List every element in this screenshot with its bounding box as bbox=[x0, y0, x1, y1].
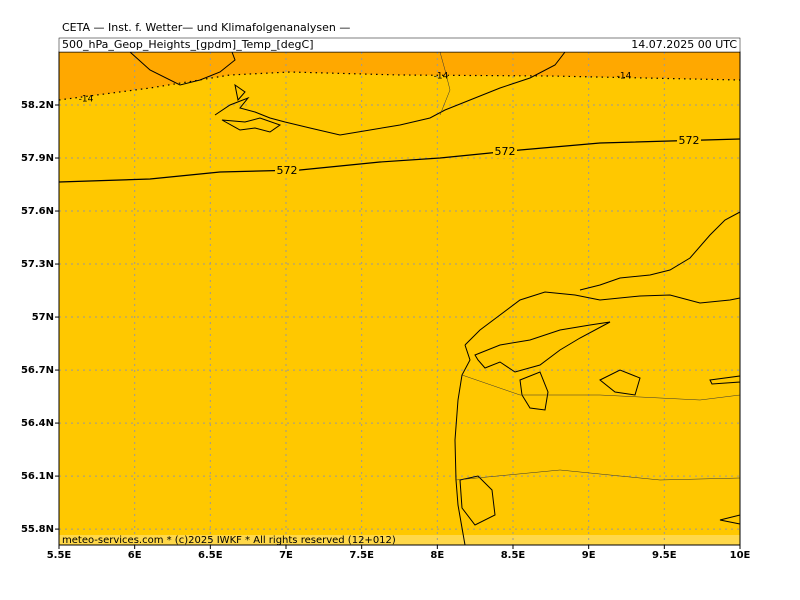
x-tick-label: 10E bbox=[730, 550, 751, 561]
x-tick-label: 8.5E bbox=[501, 550, 526, 561]
y-tick-label: 57.6N bbox=[21, 206, 54, 217]
y-tick-label: 57.3N bbox=[21, 259, 54, 270]
footer-band bbox=[59, 535, 740, 545]
temp-contour-label: -14 bbox=[617, 72, 632, 82]
footer: meteo-services.com * (c)2025 IWKF * All … bbox=[62, 535, 396, 546]
height-contour-label: 572 bbox=[495, 145, 516, 158]
subtitle-box bbox=[58, 37, 741, 53]
height-contour bbox=[58, 138, 741, 183]
label-bg bbox=[493, 146, 517, 158]
x-tick-label: 6.5E bbox=[198, 550, 223, 561]
x-tick-label: 5.5E bbox=[47, 550, 72, 561]
temp-contour-label: -14 bbox=[79, 95, 94, 105]
map-background bbox=[59, 52, 740, 545]
y-tick-label: 56.7N bbox=[21, 365, 54, 376]
x-tick-label: 7E bbox=[279, 550, 293, 561]
y-tick-label: 56.4N bbox=[21, 418, 54, 429]
label-bg bbox=[677, 135, 701, 147]
label-bg bbox=[275, 165, 299, 177]
y-tick-label: 58.2N bbox=[21, 100, 54, 111]
coastlines bbox=[129, 51, 741, 546]
x-tick-label: 9E bbox=[582, 550, 596, 561]
header-title: CETA — Inst. f. Wetter— und Klimafolgena… bbox=[62, 21, 350, 34]
y-tick-label: 56.1N bbox=[21, 471, 54, 482]
x-tick-label: 8E bbox=[430, 550, 444, 561]
x-tick-label: 9.5E bbox=[652, 550, 677, 561]
height-contour-label: 572 bbox=[277, 164, 298, 177]
y-tick-label: 57.9N bbox=[21, 153, 54, 164]
y-tick-label: 57N bbox=[32, 312, 54, 323]
height-contour-label: 572 bbox=[679, 134, 700, 147]
temp-contour-label: -14 bbox=[434, 72, 449, 82]
date: 14.07.2025 00 UTC bbox=[631, 38, 737, 51]
x-tick-label: 6E bbox=[128, 550, 142, 561]
x-tick-label: 7.5E bbox=[349, 550, 374, 561]
y-tick-label: 55.8N bbox=[21, 524, 54, 535]
subtitle: 500_hPa_Geop_Heights_[gpdm]_Temp_[degC] bbox=[62, 38, 314, 51]
